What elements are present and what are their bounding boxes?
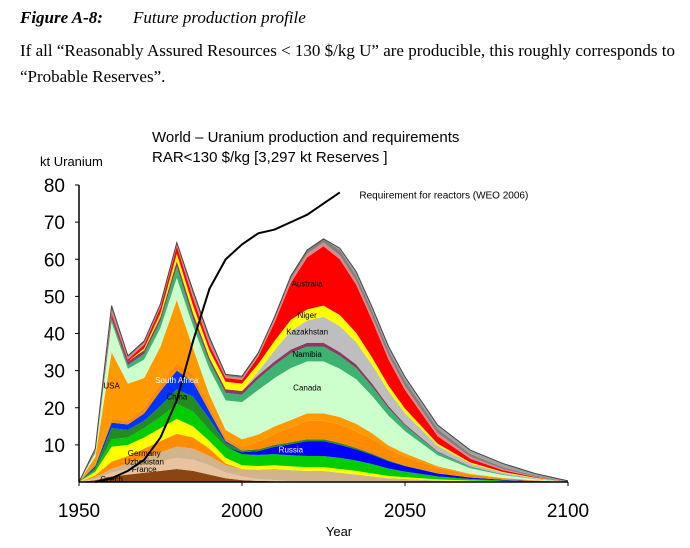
area-series-3	[79, 433, 568, 482]
figure-caption: If all “Reasonably Assured Resources < 1…	[20, 41, 675, 86]
area-series-7	[79, 389, 568, 482]
series-label-1: France	[132, 465, 157, 474]
x-tick-label: 2050	[384, 501, 426, 522]
series-label-15: Niger	[298, 311, 317, 320]
y-tick-label: 70	[44, 213, 65, 234]
series-label-2: Uzbekistan	[124, 458, 164, 467]
figure-title: Figure A-8: Future production profile	[20, 8, 306, 28]
figure-name: Future production profile	[132, 8, 306, 27]
area-series-4	[79, 418, 568, 482]
y-tick-label: 30	[44, 362, 65, 383]
series-label-3: Germany	[128, 449, 161, 458]
series-label-16: Australia	[292, 279, 324, 288]
series-label-8: South Africa	[155, 376, 199, 385]
x-tick-label: 1950	[58, 501, 100, 522]
area-series-2	[79, 446, 568, 482]
y-tick-label: 80	[44, 176, 65, 197]
series-label-12: Namibia	[293, 350, 323, 359]
series-label-6: Russia	[279, 446, 304, 455]
chart-title-line2: RAR<130 $/kg [3,297 kt Reserves ]	[152, 149, 388, 166]
chart-title-line1: World – Uranium production and requireme…	[152, 129, 459, 146]
x-tick-label: 2000	[221, 501, 263, 522]
area-series-11	[79, 277, 568, 482]
area-series-8	[79, 370, 568, 482]
area-series-6	[79, 404, 568, 482]
y-tick-label: 40	[44, 325, 65, 346]
y-tick-label: 10	[44, 436, 65, 457]
series-label-7: China	[166, 393, 187, 402]
requirement-label: Requirement for reactors (WEO 2006)	[359, 190, 528, 201]
area-series-0	[79, 469, 568, 482]
series-label-0: Czech	[100, 475, 123, 484]
area-series-5	[79, 404, 568, 482]
y-tick-label: 20	[44, 399, 65, 420]
area-series-16	[79, 246, 568, 482]
requirement-line	[95, 191, 341, 483]
x-axis-label: Year	[326, 524, 353, 539]
total-envelope-line	[78, 238, 569, 483]
y-tick-label: 50	[44, 287, 65, 308]
x-tick-label: 2100	[547, 501, 589, 522]
series-label-11: Canada	[293, 383, 322, 392]
area-series-9	[79, 363, 568, 482]
y-axis-label: kt Uranium	[40, 154, 103, 169]
series-label-10: USA	[103, 381, 120, 390]
y-tick-label: 60	[44, 250, 65, 271]
area-series-1	[79, 457, 568, 482]
figure-label: Figure A-8:	[20, 8, 103, 27]
series-label-14: Kazakhstan	[286, 328, 328, 337]
